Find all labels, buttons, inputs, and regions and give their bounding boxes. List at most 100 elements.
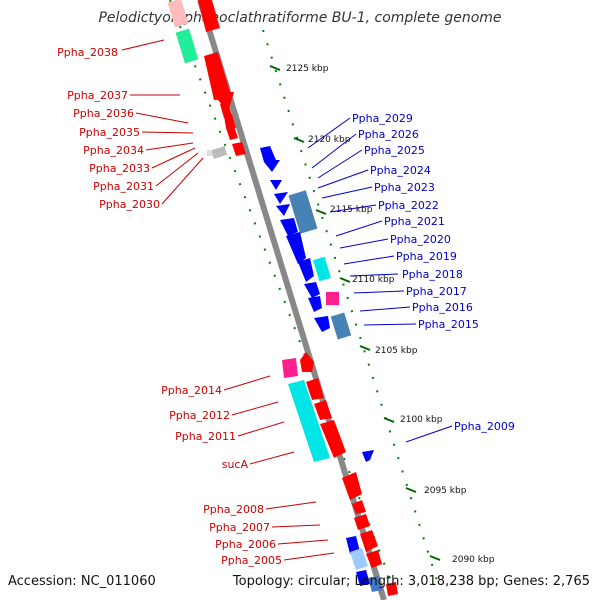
map-title: Pelodictyon phaeoclathratiforme BU-1, co… — [98, 10, 502, 26]
callout-line — [405, 425, 453, 443]
callout-line — [145, 142, 194, 151]
tick-mark — [405, 487, 417, 493]
gene-feature — [346, 536, 360, 554]
gene-label: Ppha_2037 — [67, 89, 128, 102]
gene-feature — [204, 52, 234, 112]
tick-mark — [359, 345, 371, 351]
callout-line — [311, 133, 357, 169]
callout-line — [237, 421, 285, 437]
gene-feature — [288, 190, 318, 234]
gene-label: Ppha_2035 — [79, 126, 140, 139]
gene-feature — [175, 28, 199, 64]
tick-label: 2090 kbp — [452, 555, 495, 565]
gene-feature — [270, 180, 282, 190]
gene-feature — [167, 0, 189, 28]
gene-label: Ppha_2008 — [203, 503, 264, 516]
callout-line — [343, 255, 395, 265]
callout-line — [135, 112, 189, 124]
gene-label: Ppha_2015 — [418, 318, 479, 331]
gene-feature — [313, 256, 331, 282]
gene-label: Ppha_2018 — [402, 268, 463, 281]
gene-label: Ppha_2009 — [454, 420, 515, 433]
gene-label: Ppha_2021 — [384, 215, 445, 228]
callout-line — [223, 375, 271, 391]
gene-feature — [386, 582, 398, 596]
callout-line — [151, 147, 196, 169]
tick-mark — [429, 555, 441, 561]
gene-label: Ppha_2007 — [209, 521, 270, 534]
gene-label: Ppha_2022 — [378, 199, 439, 212]
gene-feature — [366, 550, 382, 568]
gene-feature — [274, 192, 288, 204]
gene-feature — [224, 114, 236, 128]
gene-label: Ppha_2005 — [221, 554, 282, 567]
topology-label: Topology: circular; Length: 3,018,238 bp… — [232, 574, 590, 589]
callout-line — [155, 152, 199, 187]
callout-line — [321, 186, 373, 199]
gene-label: sucA — [222, 458, 249, 471]
tick-label: 2115 kbp — [330, 205, 373, 215]
tick-label: 2095 kbp — [424, 486, 467, 496]
gene-label: Ppha_2006 — [215, 538, 276, 551]
gene-feature — [220, 102, 232, 118]
callout-line — [359, 306, 411, 312]
gene-feature — [352, 500, 366, 514]
gene-label: Ppha_2029 — [352, 112, 413, 125]
gene-feature — [304, 282, 320, 298]
callout-line — [265, 501, 317, 510]
gene-feature — [276, 204, 290, 216]
accession-label: Accession: NC_011060 — [8, 574, 156, 589]
tick-mark — [383, 417, 395, 423]
callout-line — [277, 539, 329, 545]
tick-marks — [269, 65, 441, 561]
gene-label: Ppha_2023 — [374, 181, 435, 194]
tick-label: 2120 kbp — [308, 135, 351, 145]
gene-label: Ppha_2011 — [175, 430, 236, 443]
tick-label: 2105 kbp — [375, 346, 418, 356]
callout-line — [249, 451, 295, 465]
gene-label: Ppha_2034 — [83, 144, 144, 157]
gene-label: Ppha_2014 — [161, 384, 222, 397]
tick-mark — [339, 277, 351, 283]
callout-line — [363, 323, 417, 326]
tick-mark — [293, 137, 305, 143]
gene-feature — [226, 126, 238, 140]
gene-feature — [260, 146, 280, 172]
tick-label: 2110 kbp — [352, 275, 395, 285]
gene-label: Ppha_2020 — [390, 233, 451, 246]
callout-line — [161, 157, 204, 205]
gene-feature — [350, 548, 368, 570]
gene-label: Ppha_2025 — [364, 144, 425, 157]
tick-mark — [315, 209, 327, 215]
callout-line — [339, 238, 389, 249]
gene-feature — [330, 312, 352, 340]
gene-feature — [232, 142, 246, 156]
gene-label: Ppha_2036 — [73, 107, 134, 120]
gene-label: Ppha_2024 — [370, 164, 431, 177]
callout-line — [349, 273, 399, 277]
gene-label: Ppha_2038 — [57, 46, 118, 59]
gene-label: Ppha_2030 — [99, 198, 160, 211]
gene-label: Ppha_2033 — [89, 162, 150, 175]
gene-feature — [354, 514, 370, 530]
forward-strand-features — [167, 0, 398, 596]
gene-feature — [298, 258, 314, 282]
gene-feature — [288, 380, 330, 462]
gene-label: Ppha_2026 — [358, 128, 419, 141]
gene-feature — [207, 150, 212, 156]
callout-line — [283, 552, 335, 561]
callout-line — [329, 204, 377, 213]
callout-line — [317, 169, 369, 189]
gene-label: Ppha_2016 — [412, 301, 473, 314]
gene-feature — [356, 570, 370, 586]
gene-feature — [326, 292, 339, 305]
gene-feature — [320, 420, 346, 458]
gene-feature — [280, 218, 298, 236]
gene-feature — [286, 232, 306, 264]
gene-feature — [314, 316, 330, 332]
gene-feature — [360, 530, 378, 552]
callout-line — [271, 524, 321, 528]
callout-line — [141, 131, 194, 134]
callout-line — [335, 220, 383, 237]
